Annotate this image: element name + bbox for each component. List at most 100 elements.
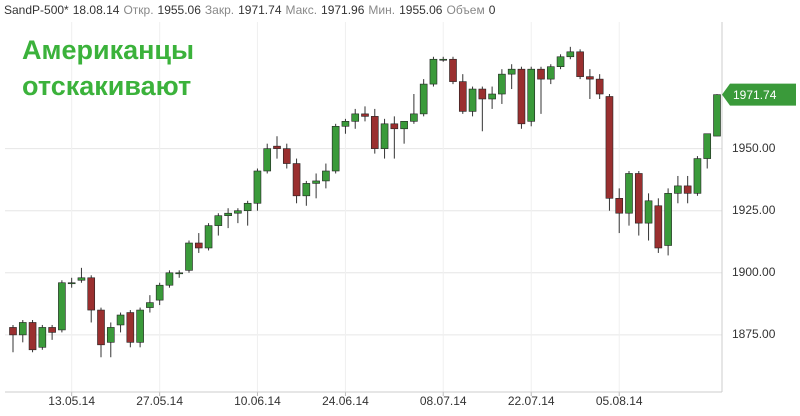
- candle-body: [595, 78, 604, 95]
- candle-body: [18, 322, 27, 336]
- candle-body: [605, 96, 614, 199]
- candle-body: [116, 314, 125, 326]
- field-label: Мин.: [368, 3, 395, 17]
- candle-body: [175, 272, 184, 275]
- price-tag: [722, 83, 796, 106]
- candle-body: [498, 73, 506, 95]
- candle-body: [586, 76, 594, 80]
- last-price: 1971.74: [733, 88, 777, 102]
- candle-body: [654, 205, 663, 249]
- candle-body: [517, 68, 526, 125]
- candle-body: [693, 158, 702, 194]
- candle-body: [556, 56, 565, 67]
- candle-body: [527, 68, 536, 122]
- candle-body: [380, 123, 389, 149]
- x-tick-label: 24.06.14: [322, 394, 369, 408]
- candle-body: [9, 327, 17, 336]
- candle-body: [625, 173, 633, 214]
- candle-body: [351, 113, 360, 122]
- candle-body: [234, 210, 242, 214]
- candle-body: [400, 121, 408, 130]
- candle-body: [370, 116, 379, 149]
- candle-body: [28, 322, 37, 351]
- candle-body: [615, 198, 624, 214]
- candle-body: [38, 327, 47, 348]
- y-tick-label: 1925.00: [732, 203, 776, 217]
- candle-body: [410, 113, 418, 122]
- field-label: Объем: [446, 3, 484, 17]
- y-tick-label: 1950.00: [732, 141, 776, 155]
- candle-body: [566, 51, 575, 58]
- candle-body: [634, 173, 643, 224]
- candle-body: [322, 170, 330, 182]
- candle-body: [243, 202, 252, 212]
- field-value: 1955.06: [399, 3, 443, 17]
- candle-body: [292, 163, 301, 197]
- candle-body: [644, 200, 653, 224]
- x-tick-label: 13.05.14: [48, 394, 95, 408]
- candle-body: [703, 133, 712, 159]
- candle-body: [478, 88, 487, 100]
- candle-body: [48, 327, 56, 333]
- candle-body: [97, 309, 105, 346]
- candle-body: [664, 193, 672, 246]
- field-value: 1955.06: [158, 3, 202, 17]
- candle-body: [126, 312, 135, 343]
- date: 18.08.14: [73, 3, 120, 17]
- candle-body: [146, 302, 154, 308]
- candle-body: [713, 94, 721, 137]
- candle-body: [302, 183, 311, 197]
- candle-body: [507, 68, 516, 75]
- candle-body: [87, 277, 96, 311]
- chart-title: Американцы: [22, 35, 194, 65]
- candle-body: [273, 145, 281, 149]
- chart-title: отскакивают: [22, 71, 191, 101]
- candle-body: [546, 66, 555, 80]
- candle-body: [185, 242, 193, 271]
- candle-body: [341, 121, 350, 127]
- field-label: Откр.: [123, 3, 153, 17]
- x-tick-label: 27.05.14: [136, 394, 183, 408]
- candle-body: [537, 68, 545, 80]
- candle-body: [263, 148, 272, 172]
- header: SandP-500* 18.08.14 Откр. 1955.06 Закр. 1971.…: [4, 3, 496, 17]
- field-value: 1971.74: [238, 3, 282, 17]
- candle-body: [331, 125, 340, 172]
- field-value: 0: [489, 3, 496, 17]
- candle-body: [77, 277, 86, 281]
- x-tick-label: 10.06.14: [234, 394, 281, 408]
- candle-body: [224, 212, 232, 216]
- candle-body: [58, 282, 66, 331]
- candle-body: [449, 58, 457, 82]
- symbol: SandP-500*: [4, 3, 69, 17]
- candle-body: [576, 51, 584, 77]
- candle-body: [468, 88, 477, 112]
- candle-body: [253, 170, 262, 204]
- x-tick-label: 08.07.14: [420, 394, 467, 408]
- candle-body: [419, 83, 428, 115]
- x-tick-label: 22.07.14: [508, 394, 555, 408]
- candle-body: [458, 81, 467, 112]
- x-tick-label: 05.08.14: [596, 394, 643, 408]
- candle-body: [429, 58, 438, 85]
- candle-body: [106, 327, 115, 343]
- candle-body: [312, 180, 320, 184]
- candle-body: [204, 225, 213, 249]
- field-label: Закр.: [205, 3, 234, 17]
- candle-body: [488, 93, 496, 100]
- y-tick-label: 1900.00: [732, 265, 776, 279]
- candle-body: [165, 272, 174, 286]
- y-tick-label: 1875.00: [732, 327, 776, 341]
- field-label: Макс.: [286, 3, 318, 17]
- candle-body: [439, 58, 448, 61]
- candle-body: [214, 215, 223, 226]
- candle-body: [155, 284, 164, 301]
- candle-body: [282, 148, 291, 164]
- candle-body: [67, 282, 76, 285]
- candle-body: [136, 309, 144, 343]
- candle-body: [390, 123, 399, 130]
- candle-body: [361, 113, 369, 117]
- candle-body: [683, 185, 692, 194]
